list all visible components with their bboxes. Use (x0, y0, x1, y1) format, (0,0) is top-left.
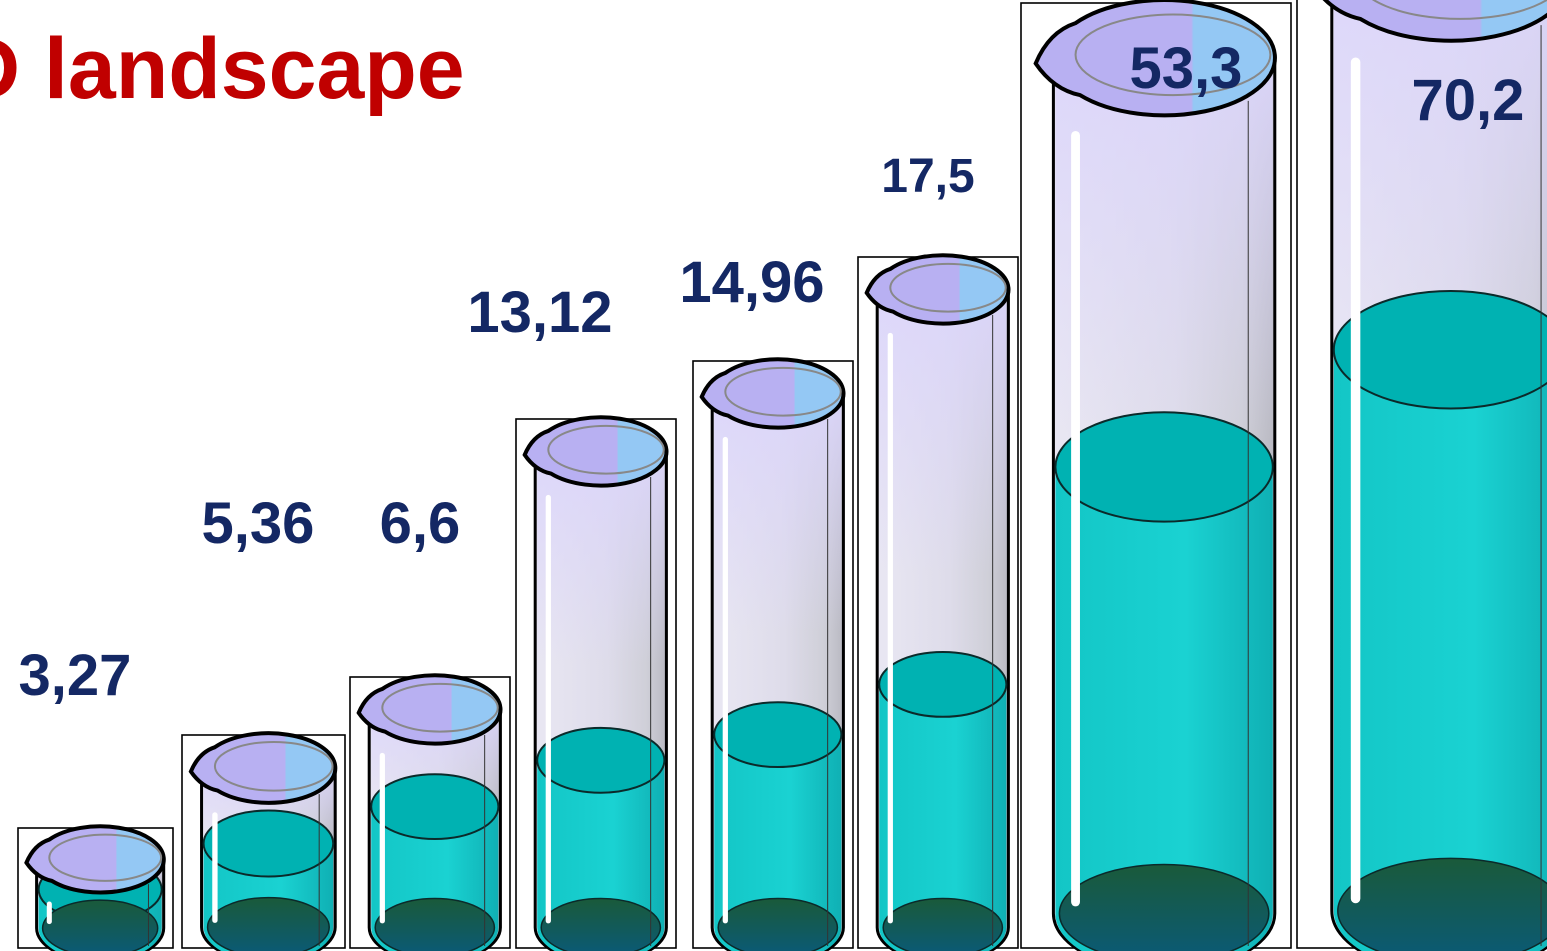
beaker-mouth-inner (1371, 0, 1547, 20)
value-label-4: 13,12 (467, 280, 612, 345)
beaker-water (879, 684, 1007, 951)
beaker-mouth-inner (547, 424, 665, 475)
value-label-7: 53,3 (1130, 36, 1243, 101)
beaker-water-surface (370, 773, 500, 841)
beaker-mouth-inner (381, 682, 499, 733)
beaker-bottom (882, 897, 1004, 951)
beaker-mouth-inner (213, 740, 334, 792)
value-label-5: 14,96 (679, 250, 824, 315)
beaker-mouth (1033, 0, 1277, 118)
beaker-bottom (206, 896, 330, 951)
value-label-1: 3,27 (19, 643, 132, 708)
beaker-8 (1296, 0, 1547, 951)
beaker-3 (349, 673, 511, 951)
chart-title: D landscape (0, 21, 465, 117)
beaker-water (1055, 466, 1273, 951)
beaker-6 (857, 253, 1019, 951)
beaker-2 (181, 731, 346, 951)
beaker-water-surface (878, 650, 1008, 718)
beaker-mouth-inner (889, 262, 1007, 313)
beaker-bottom (717, 897, 839, 951)
value-label-2: 5,36 (202, 491, 315, 556)
beaker-bottom (1337, 857, 1547, 951)
beaker-1 (17, 824, 174, 951)
beaker-5 (692, 357, 854, 951)
value-label-6: 17,5 (881, 150, 974, 203)
beaker-haze (1055, 54, 1273, 442)
beaker-4 (515, 415, 677, 951)
beaker-mouth-inner (724, 366, 842, 417)
beaker-mouth-inner (1074, 13, 1272, 97)
value-label-3: 6,6 (380, 491, 461, 556)
beaker-bottom (41, 899, 159, 951)
beaker-water-surface (713, 701, 843, 769)
beaker-water-surface (1054, 411, 1274, 523)
beaker-bottom (1058, 863, 1270, 951)
beaker-water (1333, 349, 1547, 951)
beaker-water-surface (1332, 290, 1547, 410)
beaker-mouth-inner (48, 833, 163, 882)
value-label-8: 70,2 (1412, 68, 1525, 133)
beaker-mouth (1322, 0, 1547, 43)
beaker-water (714, 734, 842, 951)
beaker-haze (714, 391, 842, 633)
beaker-bottom (374, 897, 496, 951)
beaker-bottom (540, 897, 662, 951)
beaker-7 (1020, 0, 1292, 951)
beaker-water-surface (536, 726, 666, 794)
beaker-haze (879, 287, 1007, 576)
beaker-water-surface (202, 809, 335, 878)
